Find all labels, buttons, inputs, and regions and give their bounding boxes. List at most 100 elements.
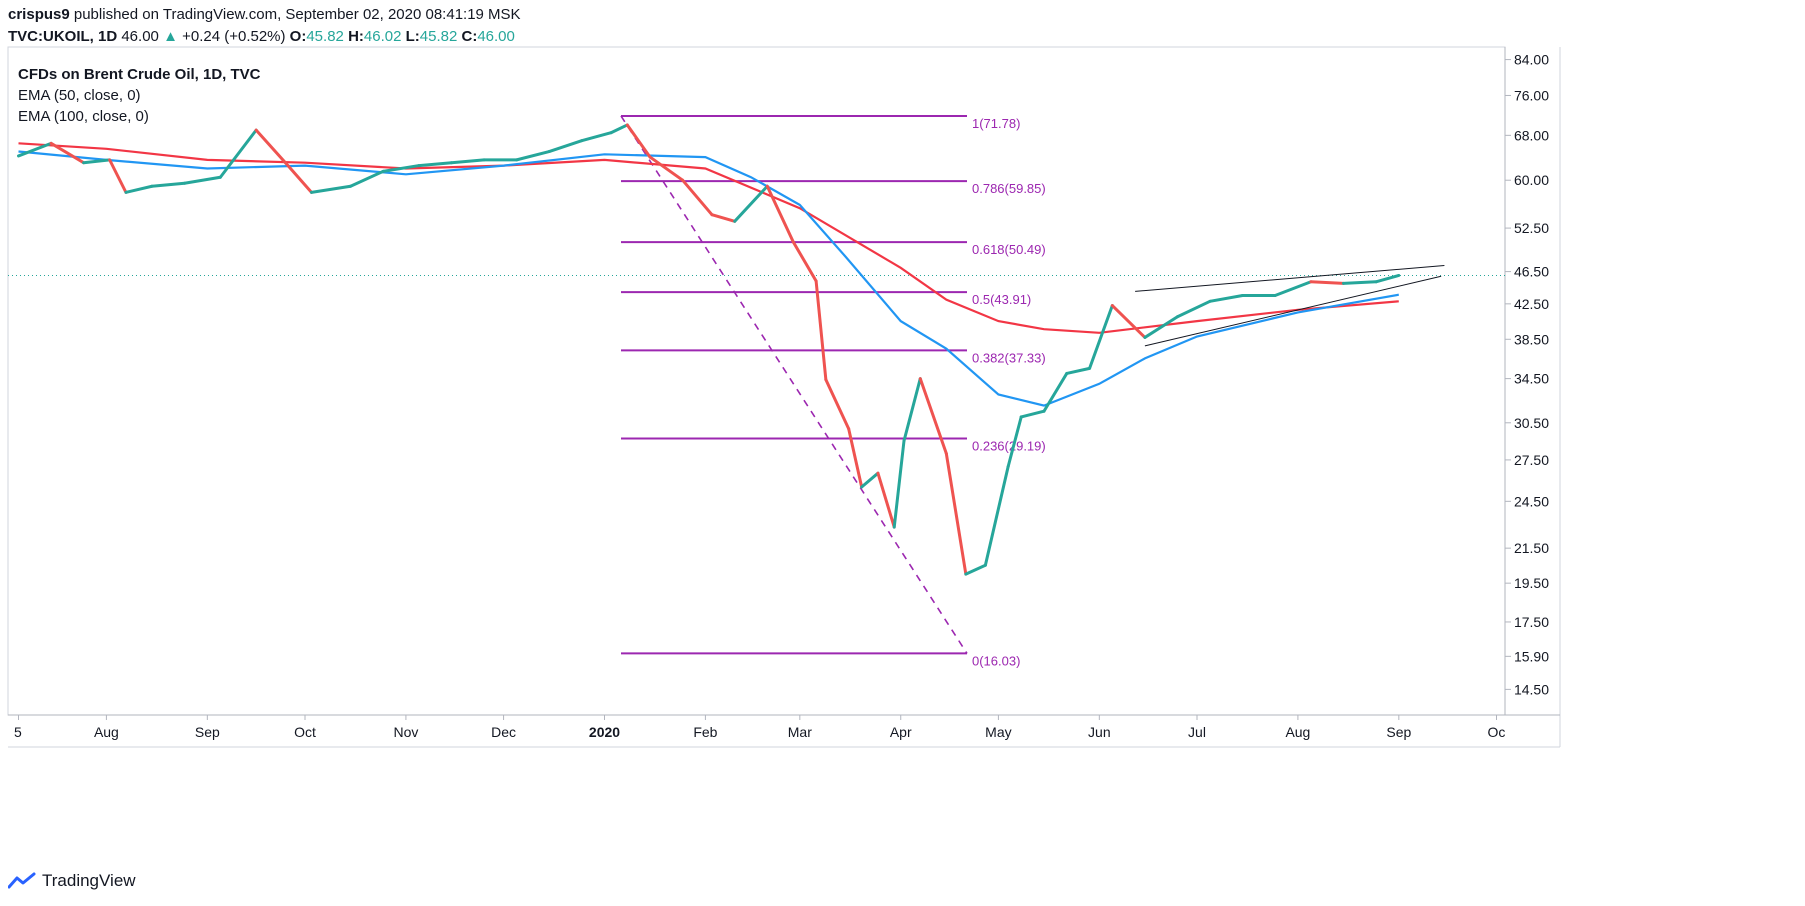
ema100-legend[interactable]: EMA (100, close, 0): [18, 108, 149, 125]
open-label: O:: [289, 28, 307, 45]
price-segment: [681, 178, 714, 217]
price-segment: [814, 279, 828, 382]
price-segment: [1143, 315, 1179, 339]
fib-level-label: 1(71.78): [972, 116, 1020, 131]
price-segment: [108, 158, 128, 194]
x-tick-label: Mar: [788, 724, 812, 740]
y-tick-label: 17.50: [1514, 614, 1549, 630]
last-price: 46.00: [121, 28, 159, 45]
price-segment: [349, 169, 385, 188]
ema50-legend[interactable]: EMA (50, close, 0): [18, 87, 141, 104]
price-segment: [625, 123, 652, 159]
fib-trend-line[interactable]: [620, 115, 968, 654]
price-segment: [733, 184, 769, 223]
tradingview-logo[interactable]: TradingView: [8, 871, 136, 891]
low-label: L:: [405, 28, 420, 45]
price-segment: [791, 240, 818, 283]
x-tick-label: 2020: [589, 724, 620, 740]
price-segment: [1110, 304, 1147, 339]
price-segment: [124, 184, 154, 194]
fib-level-label: 0.382(37.33): [972, 350, 1046, 365]
y-tick-label: 19.50: [1514, 575, 1549, 591]
x-tick-label: Jul: [1188, 724, 1206, 740]
y-tick-label: 42.50: [1514, 296, 1549, 312]
fib-level-label: 0.786(59.85): [972, 181, 1046, 196]
y-tick-label: 60.00: [1514, 172, 1549, 188]
ema50-line[interactable]: [18, 150, 1399, 407]
high-label: H:: [348, 28, 364, 45]
y-tick-label: 76.00: [1514, 87, 1549, 103]
low-value: 45.82: [419, 28, 458, 45]
price-segment: [902, 377, 922, 443]
price-segment: [876, 471, 896, 529]
price-segment: [1374, 273, 1401, 284]
up-arrow-icon: ▲: [163, 28, 178, 45]
chart-title: CFDs on Brent Crude Oil, 1D, TVC: [18, 66, 261, 83]
price-segment: [310, 184, 353, 194]
price-segment: [547, 139, 584, 154]
price-segment: [892, 439, 906, 529]
x-tick-label: Aug: [1285, 724, 1310, 740]
y-tick-label: 27.50: [1514, 452, 1549, 468]
price-segment: [17, 141, 53, 158]
x-tick-label: 5: [14, 724, 22, 740]
price-segment: [183, 175, 222, 185]
price-segment: [964, 563, 987, 576]
price-segment: [381, 164, 421, 173]
tradingview-icon: [8, 872, 36, 889]
x-tick-label: Sep: [195, 724, 220, 740]
x-tick-label: Aug: [94, 724, 119, 740]
price-segment: [847, 427, 864, 489]
price-segment: [580, 131, 613, 143]
close-label: C:: [461, 28, 478, 45]
close-value: 46.00: [477, 28, 515, 45]
price-segment: [944, 451, 968, 576]
y-tick-label: 21.50: [1514, 540, 1549, 556]
price-segment: [1309, 280, 1345, 285]
x-tick-label: Dec: [491, 724, 516, 740]
price-segment: [82, 158, 112, 165]
price-change: +0.24 (+0.52%): [182, 28, 286, 45]
fib-level-label: 0.618(50.49): [972, 242, 1046, 257]
price-segment: [150, 181, 187, 188]
price-segment: [1175, 299, 1212, 319]
price-segment: [1341, 280, 1378, 285]
x-tick-label: May: [985, 724, 1011, 740]
price-segment: [49, 141, 86, 165]
brand-text: TradingView: [42, 871, 136, 890]
x-tick-label: Feb: [693, 724, 717, 740]
price-segment: [449, 158, 486, 165]
price-segment: [710, 213, 737, 223]
x-tick-label: Sep: [1386, 724, 1411, 740]
fib-level-label: 0.236(29.19): [972, 439, 1046, 454]
y-tick-label: 14.50: [1514, 681, 1549, 697]
price-segment: [515, 150, 551, 162]
y-tick-label: 68.00: [1514, 127, 1549, 143]
plot-frame: [7, 46, 1506, 716]
price-segment: [1042, 371, 1069, 413]
price-segment: [765, 184, 795, 244]
wedge-upper-line[interactable]: [1135, 264, 1445, 292]
price-segment: [283, 161, 314, 194]
author-name[interactable]: crispus9: [8, 6, 70, 23]
price-segment: [860, 471, 880, 489]
high-value: 46.02: [363, 28, 402, 45]
wedge-lower-line[interactable]: [1144, 275, 1442, 347]
price-segment: [1019, 409, 1046, 419]
price-segment: [983, 464, 1010, 567]
y-tick-label: 30.50: [1514, 415, 1549, 431]
price-segment: [218, 128, 258, 179]
y-tick-label: 34.50: [1514, 371, 1549, 387]
published-text: published on TradingView.com, September …: [73, 6, 521, 23]
price-segment: [1065, 366, 1092, 375]
price-segment: [1088, 304, 1114, 370]
symbol-label[interactable]: TVC:UKOIL, 1D: [8, 28, 118, 45]
y-tick-label: 24.50: [1514, 493, 1549, 509]
price-segment: [1208, 294, 1245, 303]
price-segment: [1006, 415, 1023, 468]
price-segment: [648, 155, 685, 182]
price-segment: [918, 377, 948, 455]
price-segment: [1273, 280, 1313, 298]
ema100-line[interactable]: [18, 142, 1399, 334]
